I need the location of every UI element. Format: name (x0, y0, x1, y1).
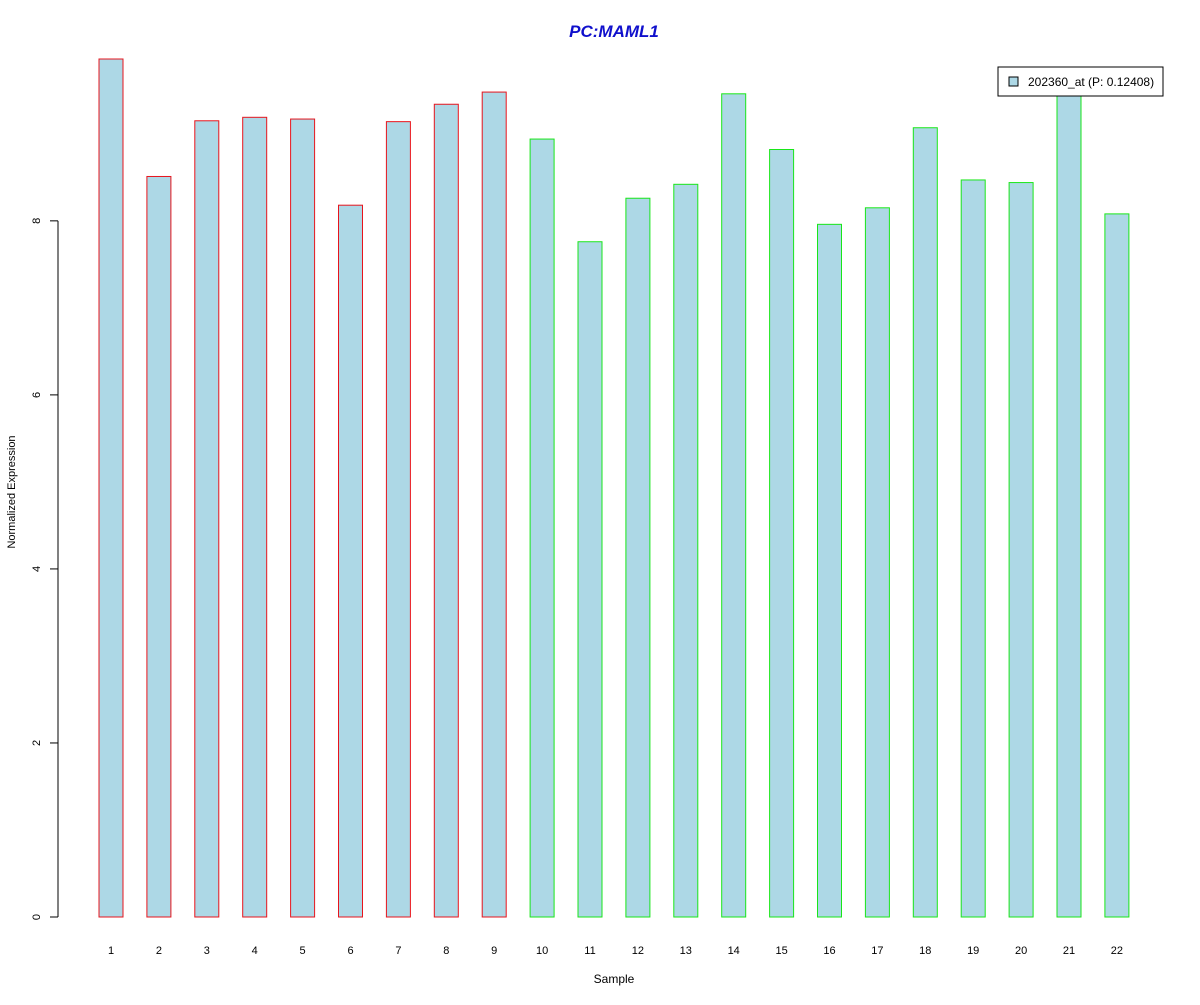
y-tick-label: 8 (31, 218, 43, 224)
x-tick-label: 8 (443, 945, 449, 957)
legend: 202360_at (P: 0.12408) (997, 66, 1164, 97)
y-tick-label: 2 (31, 740, 43, 746)
bars-group (98, 58, 1130, 918)
x-tick-label: 20 (1015, 945, 1027, 957)
y-axis: 0 2 4 6 8 (31, 218, 59, 920)
bar-sample-6 (338, 204, 363, 918)
x-tick-label: 13 (680, 945, 692, 957)
x-tick-label: 9 (491, 945, 497, 957)
bar-sample-5 (290, 118, 316, 918)
x-tick-label: 5 (300, 945, 306, 957)
bar-sample-2 (146, 175, 172, 918)
bar-sample-18 (912, 127, 938, 918)
bar-sample-22 (1104, 213, 1130, 918)
x-tick-label: 7 (395, 945, 401, 957)
y-tick-label: 4 (31, 566, 43, 572)
bar-sample-12 (625, 197, 651, 918)
x-tick-labels: 1 2 3 4 5 6 7 8 9 10 11 12 13 14 15 16 17 18 19 20 21 22 (108, 945, 1123, 957)
bar-sample-21 (1056, 82, 1082, 918)
legend-swatch (1008, 76, 1019, 87)
x-tick-label: 18 (919, 945, 931, 957)
bar-sample-15 (769, 148, 795, 918)
x-axis-label: Sample (594, 972, 635, 986)
x-tick-label: 2 (156, 945, 162, 957)
bar-sample-4 (242, 116, 268, 918)
chart-title: PC:MAML1 (569, 22, 659, 41)
x-tick-label: 4 (252, 945, 258, 957)
x-tick-label: 19 (967, 945, 979, 957)
x-tick-label: 1 (108, 945, 114, 957)
bar-sample-3 (194, 120, 220, 918)
x-tick-label: 10 (536, 945, 548, 957)
x-tick-label: 21 (1063, 945, 1075, 957)
bar-sample-20 (1008, 182, 1034, 918)
x-tick-label: 14 (728, 945, 740, 957)
y-tick-label: 0 (31, 914, 43, 920)
x-tick-label: 3 (204, 945, 210, 957)
x-tick-label: 6 (347, 945, 353, 957)
bar-sample-11 (577, 241, 603, 918)
x-tick-label: 17 (871, 945, 883, 957)
bar-sample-9 (481, 91, 507, 918)
bar-sample-17 (864, 207, 890, 918)
x-tick-label: 12 (632, 945, 644, 957)
bar-sample-13 (673, 183, 699, 918)
y-tick-label: 6 (31, 392, 43, 398)
x-tick-label: 16 (823, 945, 835, 957)
bar-sample-19 (960, 179, 986, 918)
bar-sample-8 (433, 103, 459, 918)
x-tick-label: 11 (584, 945, 595, 957)
bar-sample-1 (98, 58, 124, 918)
legend-box (997, 66, 1164, 97)
y-axis-label: Normalized Expression (6, 435, 18, 548)
x-tick-label: 22 (1111, 945, 1123, 957)
bar-sample-10 (529, 138, 555, 918)
bar-sample-7 (385, 121, 411, 918)
bar-sample-14 (721, 93, 747, 918)
x-tick-label: 15 (775, 945, 787, 957)
legend-label: 202360_at (P: 0.12408) (1028, 75, 1154, 89)
bar-sample-16 (817, 223, 842, 918)
